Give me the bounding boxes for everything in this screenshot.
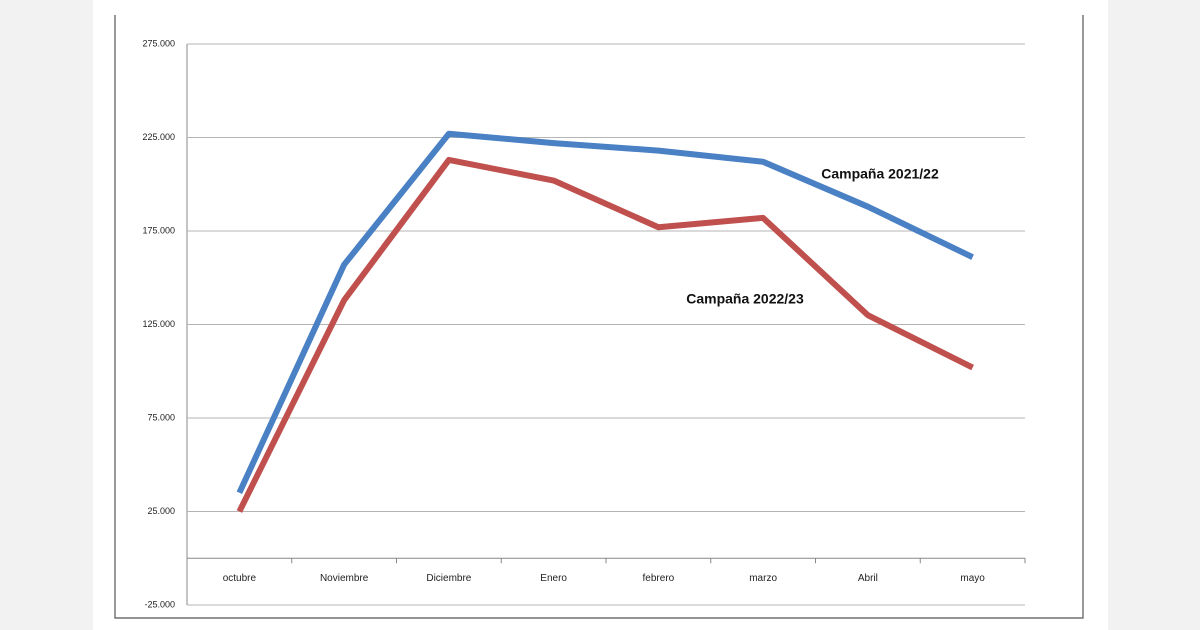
chart-frame	[114, 15, 1084, 619]
y-tick-label: 125.000	[142, 319, 175, 329]
plot: -25.000 25.000 75.000 125.000 175.000 225.000…	[142, 38, 1026, 609]
series-label: Campaña 2022/23	[686, 291, 804, 307]
x-tick-label: febrero	[643, 573, 675, 584]
y-tick-label: 175.000	[142, 225, 175, 235]
x-tick-label: octubre	[223, 573, 257, 584]
panel	[93, 0, 1108, 630]
y-tick-label: 275.000	[142, 38, 175, 48]
x-tick-label: Abril	[858, 573, 878, 584]
y-tick-label: 25.000	[147, 506, 175, 516]
y-tick-label: -25.000	[144, 599, 175, 609]
x-tick-label: Enero	[540, 573, 567, 584]
y-tick-label: 75.000	[147, 412, 175, 422]
series-line	[236, 130, 974, 495]
y-tick-label: 225.000	[142, 132, 175, 142]
x-tick-label: Noviembre	[320, 573, 369, 584]
x-tick-label: marzo	[749, 573, 777, 584]
series-line	[236, 156, 974, 513]
x-tick-label: Diciembre	[426, 573, 471, 584]
series-label: Campaña 2021/22	[821, 166, 939, 182]
x-tick-label: mayo	[960, 573, 985, 584]
